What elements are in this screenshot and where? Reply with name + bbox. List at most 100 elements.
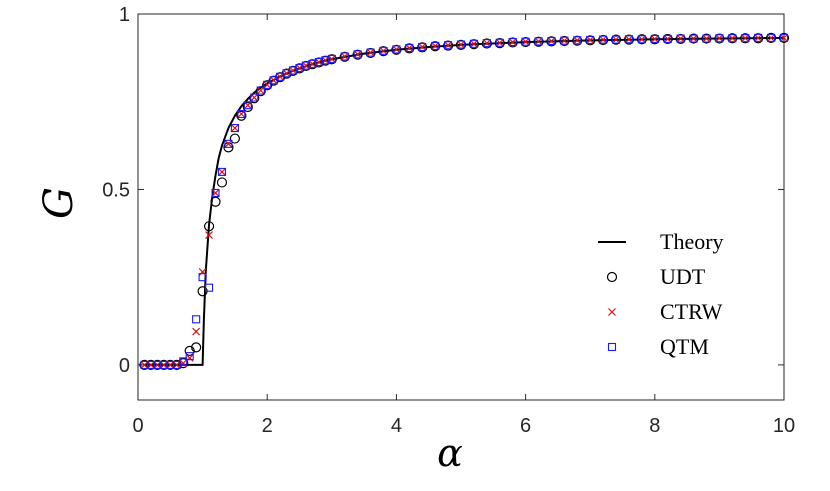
x-stroke <box>302 61 310 70</box>
x-stroke <box>192 327 201 336</box>
udt-point <box>229 133 240 144</box>
ctrw-point <box>431 42 440 50</box>
ctrw-point <box>230 124 239 132</box>
qtm-point <box>702 34 711 43</box>
ctrw-point <box>153 360 162 369</box>
qtm-point <box>534 37 543 46</box>
ctrw-point <box>237 110 246 118</box>
ctrw-point <box>521 37 530 46</box>
qtm-point <box>663 34 672 43</box>
x-stroke <box>689 34 698 43</box>
ctrw-point <box>508 38 517 46</box>
qtm-point <box>547 36 556 46</box>
udt-point <box>753 33 764 44</box>
qtm-point <box>611 35 621 44</box>
udt-point <box>191 342 202 353</box>
ctrw-point <box>321 56 330 65</box>
udt-point <box>468 39 480 50</box>
legend-label: Theory <box>660 229 724 254</box>
ctrw-point <box>392 45 401 54</box>
x-stroke <box>179 359 188 368</box>
ctrw-point <box>327 54 336 63</box>
ctrw-point <box>469 39 478 48</box>
x-stroke <box>431 42 440 50</box>
x-stroke <box>205 231 213 239</box>
qtm-point <box>237 109 246 119</box>
ctrw-point <box>534 37 543 46</box>
x-stroke <box>547 37 556 45</box>
x-stroke <box>321 56 330 65</box>
udt-point <box>442 40 454 51</box>
udt-point <box>139 359 150 371</box>
ctrw-point <box>289 66 297 75</box>
ctrw-point <box>444 41 453 50</box>
ctrw-point <box>676 34 685 43</box>
legend-label: UDT <box>660 264 706 289</box>
x-tick-label: 4 <box>391 415 402 437</box>
udt-point <box>559 35 570 47</box>
qtm-point <box>366 48 375 57</box>
ctrw-point <box>625 35 633 44</box>
udt-point <box>701 33 712 44</box>
x-stroke <box>327 54 336 63</box>
x-stroke <box>663 34 672 43</box>
legend-marker <box>607 342 617 352</box>
ctrw-point <box>780 33 788 42</box>
udt-point <box>352 49 363 60</box>
qtm-point <box>179 357 188 366</box>
udt-point <box>585 35 596 46</box>
udt-point <box>494 38 505 49</box>
udt-point <box>216 177 228 188</box>
ctrw-point <box>728 34 737 43</box>
qtm-point <box>250 93 259 102</box>
ctrw-point <box>172 360 181 369</box>
ctrw-point <box>637 35 646 44</box>
udt-point <box>236 110 247 121</box>
ctrw-point <box>159 360 168 369</box>
x-stroke <box>366 48 375 57</box>
udt-point <box>378 46 389 57</box>
qtm-point <box>456 40 466 49</box>
x-stroke <box>741 34 750 43</box>
x-stroke <box>237 110 246 118</box>
ctrw-point <box>573 36 582 45</box>
udt-point <box>598 34 609 46</box>
qtm-point <box>185 352 194 361</box>
ctrw-point <box>560 36 569 45</box>
qtm-point <box>392 45 401 54</box>
qtm-point <box>573 36 582 45</box>
x-stroke <box>218 167 226 176</box>
qtm-point <box>586 35 595 45</box>
ctrw-point <box>405 44 414 52</box>
udt-point <box>210 196 221 207</box>
udt-point <box>404 43 415 54</box>
x-stroke <box>560 36 569 45</box>
x-stroke <box>159 360 168 369</box>
x-stroke <box>250 93 259 102</box>
qtm-point <box>495 38 504 47</box>
x-stroke <box>521 37 530 46</box>
qtm-point <box>405 43 414 53</box>
udt-point <box>145 359 157 371</box>
qtm-point <box>728 34 737 43</box>
ctrw-point <box>146 360 155 369</box>
x-stroke <box>172 360 181 369</box>
ctrw-point <box>166 360 175 369</box>
y-tick-label: 0.5 <box>102 179 130 201</box>
x-stroke <box>482 39 491 48</box>
udt-point <box>152 359 163 371</box>
udt-point <box>430 41 441 52</box>
qtm-point <box>418 42 427 52</box>
qtm-point <box>379 46 388 55</box>
x-stroke <box>308 59 317 68</box>
udt-point <box>778 32 790 43</box>
qtm-point <box>676 34 685 43</box>
udt-point <box>649 34 660 45</box>
x-stroke <box>599 35 608 44</box>
ctrw-point <box>482 39 491 48</box>
legend-label: CTRW <box>660 299 723 324</box>
y-tick-label: 0 <box>119 355 130 377</box>
ctrw-point <box>276 72 285 81</box>
x-stroke <box>230 124 239 132</box>
ctrw-point <box>269 76 278 85</box>
